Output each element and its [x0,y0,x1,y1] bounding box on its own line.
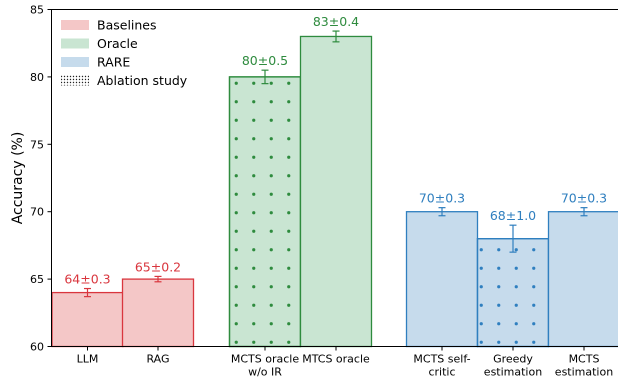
x-tick-label: MCTS [569,353,600,366]
x-tick-label: RAG [146,353,169,366]
legend-label: Ablation study [97,73,188,88]
x-tick-label: MCTS oracle [231,353,299,366]
error-bar [84,287,91,298]
y-tick-label: 75 [30,138,44,151]
legend-label: Baselines [97,18,157,33]
legend-entry: Ablation study [61,73,188,88]
bar [51,291,124,348]
x-tick-label: w/o IR [248,366,282,377]
bar-group: 70±0.3 [547,191,618,348]
y-tick-label: 70 [30,206,44,219]
bar-group: 65±0.2 [121,259,195,348]
bar-group: 80±0.5 [228,53,302,348]
bar-value-label: 68±1.0 [490,208,536,223]
y-axis-label: Accuracy (%) [10,132,26,225]
legend-label: Oracle [97,36,138,51]
legend-entry: Baselines [61,18,157,33]
x-tick-label: critic [428,366,455,377]
bar-value-label: 64±0.3 [64,272,110,287]
error-bar [509,224,517,253]
error-bar [332,30,340,43]
axes [51,9,618,347]
legend-entry: Oracle [61,36,138,51]
bar-group: 68±1.0 [476,208,550,348]
x-tick-label: Greedy [493,353,533,366]
error-bar [261,69,269,85]
bar-ablation-hatch [228,76,302,348]
legend-swatch [61,75,89,86]
legend-entry: RARE [61,55,130,70]
bar [547,211,618,348]
legend-swatch [61,57,89,67]
y-tick-label: 60 [30,341,44,354]
x-tick-label: MCTS self- [413,353,470,366]
legend-swatch [61,20,89,30]
bar-value-label: 65±0.2 [135,259,181,274]
error-bar [438,207,446,217]
bar-ablation-hatch [476,238,550,348]
bar [405,211,479,348]
x-tick-label: estimation [484,366,542,377]
bar-value-label: 70±0.3 [419,191,465,206]
y-ticks: 60 65 70 75 80 85 [30,4,52,354]
y-tick-label: 65 [30,273,44,286]
bar-group: 64±0.3 [51,272,124,348]
bar-group: 70±0.3 [405,191,479,348]
bars-layer: 64±0.3 65±0.2 80±0.5 83±0.4 70±0.3 68±1.0 70±0… [51,14,618,348]
y-tick-label: 80 [30,71,44,84]
bar [121,278,195,348]
legend: Baselines Oracle RARE Ablation study [61,18,188,88]
x-tick-label: MTCS oracle [302,353,370,366]
bar-group: 83±0.4 [299,14,373,348]
x-tick-label: estimation [555,366,613,377]
legend-label: RARE [97,55,130,70]
bar-value-label: 70±0.3 [561,191,607,206]
error-bar [154,275,162,283]
error-bar [580,207,588,217]
bar [299,35,373,348]
legend-swatch [61,38,89,49]
y-tick-label: 85 [30,4,44,17]
bar-value-label: 83±0.4 [313,14,359,29]
bar-value-label: 80±0.5 [242,53,288,68]
x-tick-label: LLM [77,353,99,366]
